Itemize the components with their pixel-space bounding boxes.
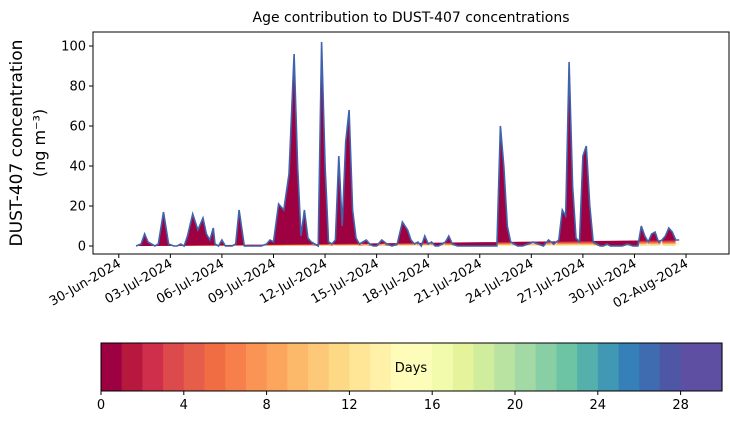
colorbar-bin	[701, 343, 723, 391]
colorbar-bin	[308, 343, 330, 391]
colorbar-bin	[349, 343, 371, 391]
colorbar-bin	[680, 343, 702, 391]
colorbar-tick-label: 20	[507, 398, 524, 413]
colorbar-bin	[535, 343, 557, 391]
colorbar-bin	[225, 343, 247, 391]
chart-title: Age contribution to DUST-407 concentrati…	[253, 10, 570, 26]
colorbar-bin	[515, 343, 537, 391]
colorbar-bin	[370, 343, 392, 391]
colorbar-bin	[639, 343, 661, 391]
colorbar-ticks: 0 4 8 12 16 20 24 28	[97, 391, 689, 413]
colorbar-bin	[183, 343, 206, 391]
age-layer-2	[135, 91, 680, 246]
y-ticks: 0 20 40 60 80 100	[61, 40, 93, 255]
colorbar-bin	[204, 343, 226, 391]
y-tick-label: 20	[69, 200, 86, 215]
y-tick-label: 100	[61, 40, 86, 55]
y-axis-label-line1: DUST-407 concentration	[7, 40, 27, 247]
colorbar-tick-label: 28	[672, 398, 689, 413]
colorbar-bin	[287, 343, 309, 391]
age-layer-5	[135, 129, 680, 246]
colorbar-frame	[100, 342, 723, 392]
y-axis-label: DUST-407 concentration (ng m⁻³)	[7, 40, 49, 247]
y-tick-label: 80	[69, 80, 86, 95]
colorbar-bin	[101, 343, 123, 391]
y-tick-label: 40	[69, 160, 86, 175]
colorbar-bin	[245, 343, 268, 391]
colorbar-bin	[577, 343, 599, 391]
y-axis-label-line2: (ng m⁻³)	[30, 109, 49, 177]
age-layer-1	[135, 77, 680, 246]
age-layer-0	[135, 42, 680, 246]
colorbar-bin	[494, 343, 516, 391]
y-tick-label: 0	[78, 240, 86, 255]
colorbar-bin	[618, 343, 640, 391]
colorbar-bin	[597, 343, 620, 391]
colorbar-bin	[163, 343, 185, 391]
colorbar-bin	[452, 343, 475, 391]
area-layers	[135, 41, 680, 248]
colorbar-bin	[266, 343, 288, 391]
colorbar-bin	[659, 343, 682, 391]
colorbar-bin	[121, 343, 143, 391]
colorbar-tick-label: 24	[590, 398, 607, 413]
colorbar-label: Days	[395, 361, 428, 376]
colorbar-tick-label: 16	[424, 398, 441, 413]
colorbar-bin	[473, 343, 495, 391]
colorbar-bin	[390, 343, 413, 391]
colorbar-tick-label: 12	[341, 398, 358, 413]
colorbar-bin	[432, 343, 454, 391]
plot-frame	[92, 31, 730, 255]
colorbar-tick-label: 8	[262, 398, 270, 413]
y-tick-label: 60	[69, 120, 86, 135]
colorbar-bin	[411, 343, 433, 391]
x-ticks: 30-Jun-202403-Jul-202406-Jul-202409-Jul-…	[47, 254, 691, 312]
colorbar-bin	[142, 343, 164, 391]
colorbar: Days 0 4 8 12 16 20 24 28	[97, 342, 723, 413]
colorbar-tick-label: 0	[97, 398, 105, 413]
age-layer-4	[135, 117, 680, 246]
age-layer-3	[135, 104, 680, 246]
colorbar-tick-label: 4	[180, 398, 188, 413]
colorbar-bin	[328, 343, 350, 391]
plot-area: 0 20 40 60 80 100 30-Jun-202403-Jul-202406-Ju…	[47, 31, 730, 312]
colorbar-bins	[101, 343, 723, 391]
colorbar-bin	[556, 343, 578, 391]
total-concentration-line	[135, 41, 680, 248]
